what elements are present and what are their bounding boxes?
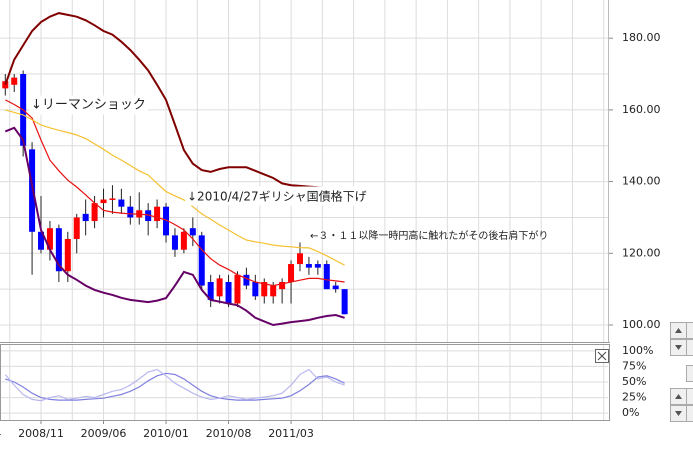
candle-body (171, 235, 178, 250)
candle-body (73, 217, 80, 239)
annotation: ↓リーマンショック (31, 98, 146, 113)
x-tick-label: 2010/01 (143, 427, 189, 440)
candle-body (11, 77, 18, 85)
y-tick-label: 120.00 (622, 246, 661, 259)
candle-body (91, 203, 98, 222)
y-tick-label: 50% (622, 375, 646, 388)
candle-body (314, 264, 321, 268)
y-tick-label: 25% (622, 391, 646, 404)
y-tick-label: 160.00 (622, 103, 661, 116)
oscillator-line (5, 372, 345, 401)
candle-body (207, 281, 214, 300)
candle-body (127, 206, 134, 218)
candle-body (46, 228, 53, 250)
candle-body (288, 264, 295, 282)
y-tick-label: 100% (622, 344, 653, 357)
price-pane: ↓リーマンショック ↓2010/4/27ギリシャ国債格下げ ←３・１１以降一時円高に… (0, 0, 608, 342)
x-tick-label: 2008/04 (0, 427, 1, 440)
candle-body (145, 210, 152, 222)
scroll-up[interactable] (686, 322, 693, 339)
candle-body (332, 285, 339, 290)
candle-body (270, 285, 277, 297)
scroll-up[interactable] (686, 388, 693, 405)
annotation: ←３・１１以降一時円高に触れたがその後右肩下がり (310, 229, 548, 242)
candle-body (100, 199, 107, 204)
candle-body (154, 206, 161, 222)
candle-body (64, 238, 71, 272)
scroll-controls (670, 322, 693, 422)
scroll-down[interactable] (686, 339, 693, 356)
y-tick-label: 140.00 (622, 175, 661, 188)
band-line (4, 126, 345, 327)
candle-body (38, 231, 45, 250)
annotation-bg (29, 95, 148, 115)
candle-body (82, 213, 89, 222)
x-tick-label: 2008/11 (18, 427, 64, 440)
candle-body (216, 278, 223, 297)
candle-body (234, 274, 241, 304)
candle-body (341, 289, 348, 315)
candle-body (109, 198, 116, 200)
candle-body (163, 206, 170, 236)
scroll-down[interactable] (686, 405, 693, 422)
y-tick-label: 75% (622, 359, 646, 372)
candle-body (323, 264, 330, 290)
pane-border (0, 344, 610, 421)
candle-body (118, 199, 125, 207)
oscillator-line (4, 368, 345, 402)
x-tick-label: 2011/03 (268, 427, 314, 440)
x-tick-label: 2009/06 (81, 427, 127, 440)
arrow (675, 411, 682, 416)
band-line (4, 12, 345, 190)
band-line (5, 109, 345, 266)
annotation-bg (185, 186, 369, 206)
candle-body (180, 231, 187, 250)
scroll-up[interactable] (686, 365, 693, 382)
arrow (675, 394, 682, 399)
arrow (675, 345, 682, 350)
close-icon (597, 351, 607, 361)
candle-body (29, 149, 36, 232)
candle-body (243, 274, 250, 286)
oscillator-pane (0, 344, 608, 420)
annotation: ↓2010/4/27ギリシャ国債格下げ (187, 189, 367, 204)
y-tick-label: 180.00 (622, 31, 661, 44)
candle-body (55, 228, 62, 272)
y-tick-label: 0% (622, 406, 639, 419)
candle-body (198, 235, 205, 286)
candle-body (279, 281, 286, 290)
candle-body (296, 253, 303, 265)
y-tick-label: 100.00 (622, 318, 661, 331)
band-line (5, 99, 345, 287)
arrow (675, 328, 682, 333)
close-button[interactable] (595, 349, 609, 363)
x-tick-label: 2010/08 (206, 427, 252, 440)
candle-body (189, 228, 196, 236)
axes: 100.00 120.00 140.00 160.00 180.00 2008/04 200… (0, 31, 661, 440)
candle-body (252, 281, 259, 297)
candle-body (261, 281, 268, 297)
candle-body (305, 264, 312, 268)
candle-body (225, 281, 232, 304)
